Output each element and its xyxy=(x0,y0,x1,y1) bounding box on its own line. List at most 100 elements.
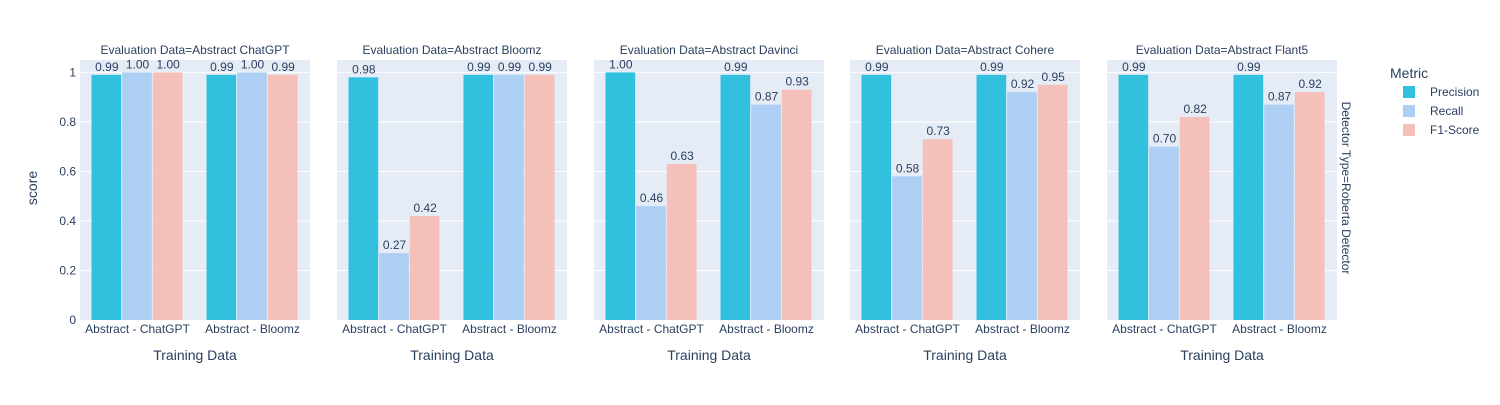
bar-precision[interactable] xyxy=(976,74,1007,320)
data-label: 0.46 xyxy=(640,191,664,205)
data-label: 0.27 xyxy=(383,238,407,252)
bar-f1-score[interactable] xyxy=(1179,116,1210,320)
data-label: 0.93 xyxy=(785,75,809,89)
x-axis-title: Training Data xyxy=(667,347,751,363)
data-label: 0.42 xyxy=(413,201,437,215)
x-axis-title: Training Data xyxy=(153,347,237,363)
bar-f1-score[interactable] xyxy=(409,216,440,320)
x-tick-label: Abstract - ChatGPT xyxy=(85,322,190,336)
bar-f1-score[interactable] xyxy=(267,74,298,320)
data-label: 0.99 xyxy=(980,60,1004,74)
bar-precision[interactable] xyxy=(206,74,237,320)
data-label: 0.99 xyxy=(724,60,748,74)
data-label: 0.98 xyxy=(352,62,376,76)
x-axis-title: Training Data xyxy=(410,347,494,363)
bar-recall[interactable] xyxy=(237,72,267,320)
x-axis-title: Training Data xyxy=(1180,347,1264,363)
x-tick-label: Abstract - ChatGPT xyxy=(342,322,447,336)
x-tick-label: Abstract - Bloomz xyxy=(462,322,557,336)
x-axis-title: Training Data xyxy=(923,347,1007,363)
panel-title: Evaluation Data=Abstract Cohere xyxy=(876,43,1055,57)
data-label: 0.99 xyxy=(498,60,522,74)
panel-5: Evaluation Data=Abstract Flant5 0.99 0.70 0… xyxy=(1107,43,1337,363)
bar-f1-score[interactable] xyxy=(1294,92,1325,320)
panel-title: Evaluation Data=Abstract Bloomz xyxy=(362,43,541,57)
data-label: 1.00 xyxy=(126,57,150,71)
bar-precision[interactable] xyxy=(720,74,751,320)
bar-recall[interactable] xyxy=(1264,104,1294,320)
data-label: 0.63 xyxy=(670,149,694,163)
bar-f1-score[interactable] xyxy=(524,74,555,320)
x-tick-label: Abstract - ChatGPT xyxy=(1112,322,1217,336)
data-label: 0.99 xyxy=(95,60,119,74)
bar-recall[interactable] xyxy=(751,104,781,320)
panel-title: Evaluation Data=Abstract ChatGPT xyxy=(100,43,290,57)
legend-swatch xyxy=(1403,105,1415,117)
legend-title: Metric xyxy=(1390,65,1428,81)
bar-recall[interactable] xyxy=(1149,146,1179,320)
bar-f1-score[interactable] xyxy=(1037,84,1068,320)
panel-title: Evaluation Data=Abstract Flant5 xyxy=(1136,43,1309,57)
bar-precision[interactable] xyxy=(1118,74,1149,320)
panel-2: Evaluation Data=Abstract Bloomz 0.98 0.27 0… xyxy=(337,43,567,363)
data-label: 0.99 xyxy=(528,60,552,74)
bar-precision[interactable] xyxy=(1233,74,1264,320)
data-label: 0.92 xyxy=(1298,77,1322,91)
bar-precision[interactable] xyxy=(861,74,892,320)
data-label: 0.73 xyxy=(926,124,950,138)
bar-precision[interactable] xyxy=(348,77,379,320)
y-tick-label: 0 xyxy=(69,313,76,327)
panels-group: Evaluation Data=Abstract ChatGPT 0.99 1.00… xyxy=(59,43,1337,363)
data-label: 0.92 xyxy=(1011,77,1035,91)
y-tick-label: 0.6 xyxy=(59,164,76,178)
y-tick-label: 0.4 xyxy=(59,214,76,228)
data-label: 0.99 xyxy=(1237,60,1261,74)
data-label: 0.99 xyxy=(210,60,234,74)
data-label: 0.99 xyxy=(271,60,295,74)
x-tick-label: Abstract - Bloomz xyxy=(1232,322,1327,336)
data-label: 0.58 xyxy=(896,161,920,175)
data-label: 0.87 xyxy=(1268,90,1292,104)
x-tick-label: Abstract - ChatGPT xyxy=(855,322,960,336)
legend-label: Recall xyxy=(1430,104,1463,118)
bar-f1-score[interactable] xyxy=(781,89,812,320)
legend-item-precision[interactable]: Precision xyxy=(1403,85,1479,99)
bar-precision[interactable] xyxy=(605,72,636,320)
panel-1: Evaluation Data=Abstract ChatGPT 0.99 1.00… xyxy=(59,43,310,363)
bar-f1-score[interactable] xyxy=(922,139,953,320)
bar-recall[interactable] xyxy=(892,176,922,320)
bar-recall[interactable] xyxy=(636,206,666,320)
legend-item-recall[interactable]: Recall xyxy=(1403,104,1463,118)
bar-recall[interactable] xyxy=(494,74,524,320)
data-label: 0.99 xyxy=(1122,60,1146,74)
legend-label: Precision xyxy=(1430,85,1479,99)
data-label: 0.99 xyxy=(865,60,889,74)
bar-precision[interactable] xyxy=(91,74,122,320)
panel-title: Evaluation Data=Abstract Davinci xyxy=(620,43,798,57)
bar-recall[interactable] xyxy=(1007,92,1037,320)
y-tick-label: 0.2 xyxy=(59,263,76,277)
data-label: 1.00 xyxy=(241,57,265,71)
legend-swatch xyxy=(1403,124,1415,136)
data-label: 1.00 xyxy=(156,57,180,71)
bar-recall[interactable] xyxy=(122,72,152,320)
x-tick-label: Abstract - Bloomz xyxy=(205,322,300,336)
bar-recall[interactable] xyxy=(379,253,409,320)
panel-4: Evaluation Data=Abstract Cohere 0.99 0.58 0… xyxy=(850,43,1080,363)
data-label: 0.87 xyxy=(755,90,779,104)
data-label: 0.82 xyxy=(1183,102,1207,116)
row-facet-label: Detector Type=Roberta Detector xyxy=(1339,102,1353,275)
data-label: 0.99 xyxy=(467,60,491,74)
bar-precision[interactable] xyxy=(463,74,494,320)
x-tick-label: Abstract - Bloomz xyxy=(975,322,1070,336)
legend-label: F1-Score xyxy=(1430,123,1480,137)
bar-f1-score[interactable] xyxy=(666,164,697,320)
y-tick-label: 1 xyxy=(69,65,76,79)
x-tick-label: Abstract - Bloomz xyxy=(719,322,814,336)
legend-item-f1-score[interactable]: F1-Score xyxy=(1403,123,1480,137)
y-tick-label: 0.8 xyxy=(59,115,76,129)
data-label: 0.70 xyxy=(1153,132,1177,146)
bar-f1-score[interactable] xyxy=(152,72,183,320)
